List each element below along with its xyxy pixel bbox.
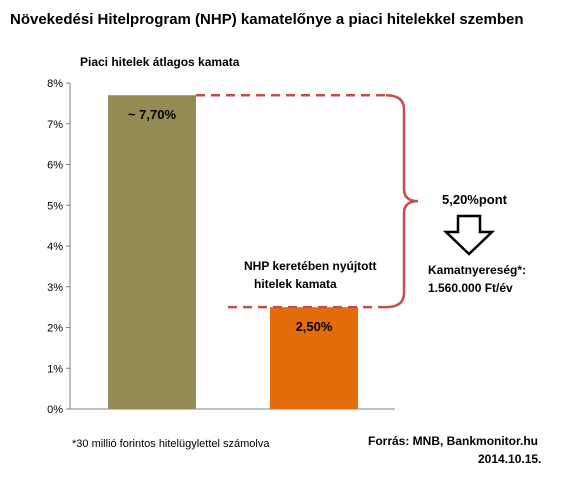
y-tick-label: 5% — [47, 200, 63, 212]
savings-label: Kamatnyereség*: — [428, 263, 526, 277]
bar — [108, 95, 196, 409]
bars: ~ 7,70% 2,50% — [108, 95, 358, 409]
y-tick-label: 8% — [47, 78, 63, 90]
y-tick-label: 1% — [47, 363, 63, 375]
date-label: 2014.10.15. — [478, 452, 541, 466]
footnote: *30 millió forintos hitelügylettel számo… — [72, 438, 270, 450]
down-arrow-icon — [442, 214, 496, 256]
y-tick-label: 3% — [47, 282, 63, 294]
label-market-rate: Piaci hitelek átlagos kamata — [80, 55, 240, 69]
y-tick-label: 7% — [47, 119, 63, 131]
difference-bracket — [196, 93, 419, 309]
label-nhp-rate-line2: hitelek kamata — [254, 277, 337, 291]
chart-title: Növekedési Hitelprogram (NHP) kamatelőny… — [10, 11, 524, 28]
source-label: Forrás: MNB, Bankmonitor.hu — [368, 434, 538, 448]
label-nhp-rate-line1: NHP keretében nyújtott — [244, 259, 376, 273]
difference-label: 5,20%pont — [442, 192, 508, 207]
y-tick-label: 6% — [47, 160, 63, 172]
curly-brace-icon — [385, 93, 419, 309]
bar — [270, 307, 358, 409]
y-tick-label: 4% — [47, 241, 63, 253]
bar-value-label: ~ 7,70% — [128, 107, 177, 122]
savings-value: 1.560.000 Ft/év — [428, 281, 513, 295]
y-tick-label: 0% — [47, 404, 63, 416]
bar-value-label: 2,50% — [296, 319, 333, 334]
y-tick-label: 2% — [47, 323, 63, 335]
